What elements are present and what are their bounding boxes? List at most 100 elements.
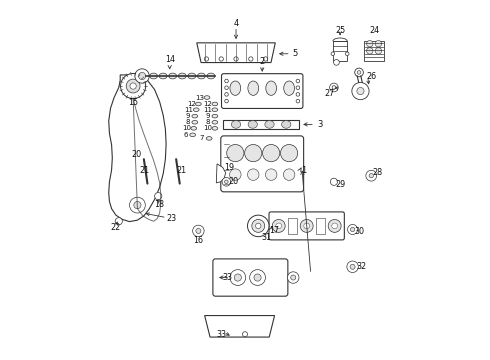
Text: 8: 8: [185, 119, 190, 125]
Circle shape: [366, 170, 377, 181]
Text: 20: 20: [132, 150, 142, 159]
Text: 10: 10: [203, 125, 212, 131]
Circle shape: [276, 223, 282, 229]
Ellipse shape: [149, 73, 157, 79]
Circle shape: [256, 223, 261, 229]
Circle shape: [155, 193, 162, 200]
Text: 9: 9: [205, 113, 210, 119]
Text: 18: 18: [155, 200, 165, 209]
Circle shape: [225, 79, 228, 83]
Ellipse shape: [196, 102, 201, 106]
Circle shape: [263, 144, 280, 162]
Circle shape: [331, 52, 335, 55]
Bar: [317, 218, 325, 234]
Text: 2: 2: [260, 57, 265, 66]
Circle shape: [367, 41, 373, 47]
Circle shape: [288, 272, 299, 283]
Circle shape: [296, 93, 300, 96]
Ellipse shape: [206, 136, 212, 140]
Circle shape: [224, 180, 228, 184]
Text: 25: 25: [335, 26, 345, 35]
Circle shape: [300, 220, 313, 232]
Text: 24: 24: [369, 26, 379, 35]
Circle shape: [352, 82, 369, 100]
Circle shape: [225, 93, 228, 96]
Ellipse shape: [190, 133, 196, 136]
Circle shape: [347, 225, 358, 234]
Circle shape: [252, 220, 265, 232]
Circle shape: [135, 69, 149, 83]
Text: 28: 28: [372, 168, 383, 177]
Circle shape: [193, 225, 204, 237]
Text: 23: 23: [167, 214, 177, 223]
Circle shape: [243, 332, 247, 337]
Text: 26: 26: [366, 72, 376, 81]
Circle shape: [234, 274, 242, 281]
Text: 5: 5: [293, 49, 298, 58]
Ellipse shape: [188, 73, 196, 79]
Circle shape: [296, 99, 300, 103]
Circle shape: [225, 86, 228, 90]
Text: 6: 6: [183, 132, 188, 138]
Text: 11: 11: [185, 107, 194, 113]
Polygon shape: [109, 75, 166, 222]
FancyBboxPatch shape: [221, 74, 303, 108]
Text: 8: 8: [205, 119, 210, 125]
Circle shape: [330, 83, 338, 92]
Circle shape: [357, 71, 361, 74]
Text: 31: 31: [262, 233, 271, 242]
Ellipse shape: [282, 121, 291, 128]
Text: 13: 13: [196, 95, 204, 100]
Circle shape: [230, 270, 245, 285]
Circle shape: [196, 228, 201, 233]
Text: 22: 22: [110, 223, 121, 232]
Ellipse shape: [207, 73, 215, 79]
Ellipse shape: [212, 121, 218, 124]
Circle shape: [375, 48, 382, 54]
Ellipse shape: [178, 73, 186, 79]
Text: 19: 19: [224, 163, 234, 172]
Text: 4: 4: [233, 19, 239, 28]
FancyBboxPatch shape: [213, 259, 288, 296]
Circle shape: [291, 275, 296, 280]
Text: 33: 33: [222, 273, 232, 282]
Circle shape: [266, 169, 277, 180]
Circle shape: [304, 223, 310, 229]
Circle shape: [121, 73, 146, 99]
Ellipse shape: [212, 114, 218, 118]
Ellipse shape: [159, 73, 167, 79]
Circle shape: [227, 144, 244, 162]
Ellipse shape: [192, 114, 197, 118]
Text: 20: 20: [228, 177, 239, 186]
Circle shape: [355, 68, 364, 77]
Circle shape: [375, 41, 382, 47]
Circle shape: [350, 264, 355, 269]
Circle shape: [234, 57, 238, 61]
Text: 21: 21: [140, 166, 149, 175]
Circle shape: [350, 227, 355, 231]
Text: 14: 14: [165, 55, 175, 64]
Circle shape: [126, 79, 140, 93]
Bar: [364, 41, 384, 61]
Text: 30: 30: [355, 227, 365, 236]
Circle shape: [334, 59, 339, 65]
Circle shape: [222, 177, 231, 186]
Circle shape: [369, 174, 373, 178]
Circle shape: [367, 48, 373, 54]
Circle shape: [296, 79, 300, 83]
Circle shape: [254, 274, 261, 281]
Circle shape: [264, 57, 268, 61]
Text: 32: 32: [357, 262, 367, 271]
Ellipse shape: [265, 121, 274, 128]
Circle shape: [139, 72, 146, 80]
Text: 12: 12: [187, 101, 196, 107]
Text: 1: 1: [301, 166, 306, 175]
Ellipse shape: [212, 108, 218, 112]
Ellipse shape: [194, 108, 199, 112]
Text: 16: 16: [194, 237, 203, 246]
Text: 12: 12: [203, 101, 212, 107]
Circle shape: [129, 197, 146, 213]
Circle shape: [115, 218, 122, 225]
Bar: [333, 41, 347, 61]
Ellipse shape: [231, 121, 241, 128]
